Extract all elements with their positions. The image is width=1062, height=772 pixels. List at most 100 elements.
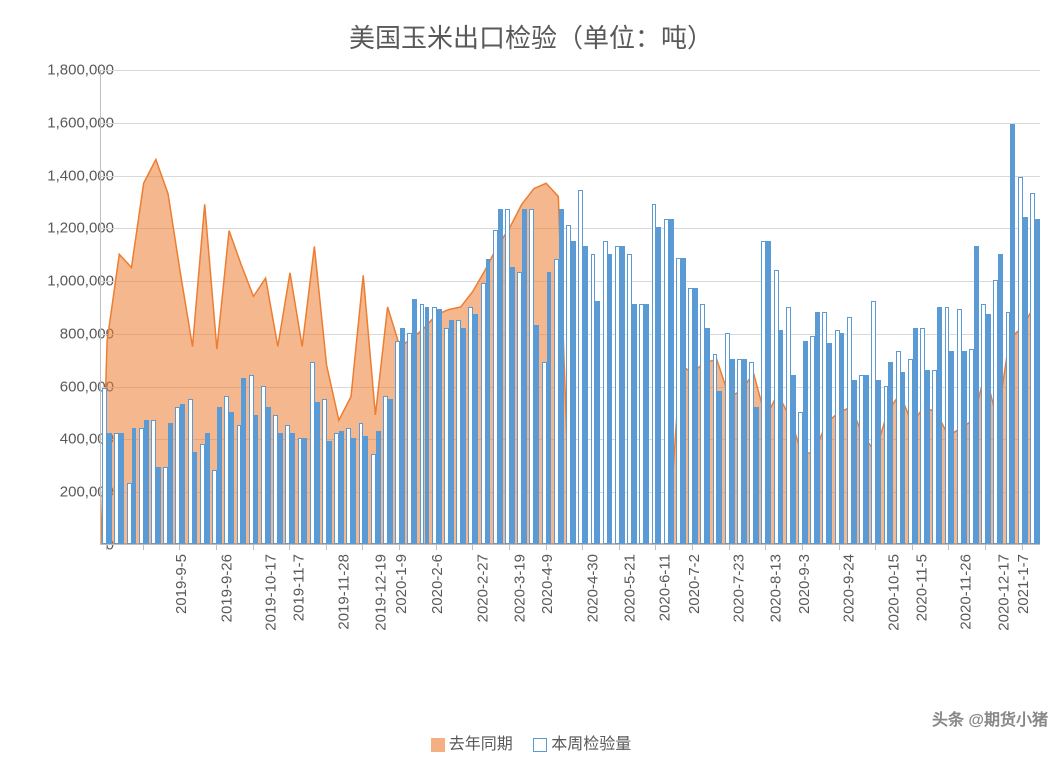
bar-filled — [144, 420, 149, 544]
bar-filled — [119, 433, 124, 544]
bar-filled — [205, 433, 210, 544]
bar-filled — [376, 431, 381, 544]
bar-filled — [107, 433, 112, 544]
legend-label: 本周检验量 — [551, 736, 631, 753]
plot-area — [100, 70, 1040, 545]
bar-filled — [180, 404, 185, 544]
bar-filled — [888, 362, 893, 544]
legend-swatch-bar — [533, 738, 547, 752]
bar-filled — [791, 375, 796, 544]
bar-filled — [327, 441, 332, 544]
bar-filled — [400, 328, 405, 544]
bar-filled — [876, 380, 881, 544]
chart-title: 美国玉米出口检验（单位：吨） — [0, 0, 1062, 55]
bar-filled — [730, 359, 735, 544]
x-tick-label: 2020-7-2 — [686, 554, 703, 614]
bar-filled — [681, 258, 686, 544]
bar-filled — [534, 325, 539, 544]
bar-filled — [742, 359, 747, 544]
x-tick-label: 2020-11-5 — [913, 554, 930, 621]
x-tick-label: 2019-10-17 — [263, 554, 280, 631]
bar-filled — [632, 304, 637, 544]
bar-filled — [754, 407, 759, 544]
bar-filled — [254, 415, 259, 544]
x-tick-label: 2020-4-9 — [539, 554, 556, 614]
bar-filled — [669, 219, 674, 544]
bar-filled — [693, 288, 698, 544]
bar-filled — [913, 328, 918, 544]
bar-filled — [986, 314, 991, 544]
bar-filled — [290, 433, 295, 544]
bar-filled — [1035, 219, 1040, 544]
bar-filled — [461, 328, 466, 544]
x-tick-label: 2020-10-15 — [886, 554, 903, 631]
legend-label: 去年同期 — [449, 736, 513, 753]
x-tick-label: 2020-7-23 — [731, 554, 748, 622]
bar-filled — [827, 343, 832, 544]
bar-filled — [937, 307, 942, 545]
bar-filled — [779, 330, 784, 544]
x-tick-label: 2020-9-24 — [841, 554, 858, 622]
bar-filled — [473, 314, 478, 544]
bar-filled — [425, 307, 430, 545]
bar-filled — [803, 341, 808, 544]
bar-filled — [168, 423, 173, 544]
bar-filled — [583, 246, 588, 544]
bar-filled — [852, 380, 857, 544]
bar-filled — [717, 391, 722, 544]
bar-filled — [608, 254, 613, 544]
bar-filled — [339, 431, 344, 544]
bar-filled — [925, 370, 930, 544]
x-tick-label: 2020-6-11 — [656, 554, 673, 621]
bar-filled — [351, 438, 356, 544]
x-tick-label: 2020-8-13 — [767, 554, 784, 622]
bar-filled — [449, 320, 454, 544]
bar-filled — [266, 407, 271, 544]
bar-filled — [644, 304, 649, 544]
x-tick-label: 2021-1-7 — [1015, 554, 1032, 614]
bar-filled — [241, 378, 246, 544]
bar-filled — [974, 246, 979, 544]
bar-filled — [363, 436, 368, 544]
bar-filled — [962, 351, 967, 544]
x-tick-label: 2020-2-27 — [474, 554, 491, 622]
x-tick-label: 2020-9-3 — [796, 554, 813, 614]
x-tick-label: 2020-5-21 — [621, 554, 638, 622]
legend-item-this-week: 本周检验量 — [533, 730, 631, 754]
x-tick-label: 2020-4-30 — [584, 554, 601, 622]
bar-filled — [229, 412, 234, 544]
bar-filled — [571, 241, 576, 544]
x-tick-label: 2020-1-9 — [393, 554, 410, 614]
legend-item-last-year: 去年同期 — [431, 730, 513, 754]
bar-filled — [217, 407, 222, 544]
x-tick-label: 2020-2-6 — [430, 554, 447, 614]
bar-filled — [1023, 217, 1028, 544]
x-tick-label: 2020-12-17 — [996, 554, 1013, 631]
bar-filled — [486, 259, 491, 544]
bar-filled — [315, 402, 320, 545]
bar-filled — [766, 241, 771, 544]
bar-filled — [949, 351, 954, 544]
bar-filled — [437, 309, 442, 544]
bar-filled — [840, 333, 845, 544]
x-tick-label: 2019-11-28 — [335, 554, 352, 630]
x-tick-label: 2019-9-5 — [173, 554, 190, 614]
bar-filled — [547, 272, 552, 544]
legend-swatch-area — [431, 738, 445, 752]
bar-filled — [302, 438, 307, 544]
chart-container: 美国玉米出口检验（单位：吨） 0200,000400,000600,000800… — [0, 0, 1062, 772]
bar-filled — [132, 428, 137, 544]
bar-filled — [815, 312, 820, 544]
bar-filled — [1010, 124, 1015, 544]
bar-filled — [522, 209, 527, 544]
bar-filled — [510, 267, 515, 544]
bar-filled — [595, 301, 600, 544]
legend: 去年同期 本周检验量 — [0, 730, 1062, 754]
x-axis-labels: 2019-9-52019-9-262019-10-172019-11-72019… — [100, 548, 1040, 678]
x-tick-label: 2020-11-26 — [958, 554, 975, 630]
bar-series — [101, 70, 1040, 544]
x-tick-label: 2019-11-7 — [290, 554, 307, 621]
bar-filled — [998, 254, 1003, 544]
bar-filled — [901, 372, 906, 544]
bar-filled — [620, 246, 625, 544]
